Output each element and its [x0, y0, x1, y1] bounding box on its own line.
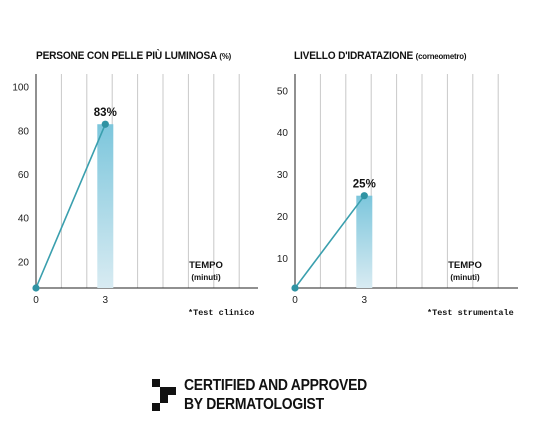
y-tick-label: 20 — [277, 212, 289, 223]
footnote-instrumental: *Test strumentale — [427, 308, 514, 318]
series-line — [35, 123, 107, 289]
chart-1: 10 20 30 40 50 0 3 25% TEMPO (minuti) — [277, 74, 518, 306]
y-tick-label: 40 — [18, 214, 30, 225]
x-tick-label: 0 — [292, 295, 298, 306]
value-label: 83% — [94, 107, 117, 119]
x-axis-title: TEMPO — [189, 260, 223, 271]
chart-title-text: LIVELLO D'IDRATAZIONE — [294, 50, 414, 62]
y-tick-label: 10 — [277, 254, 289, 265]
y-tick-label: 80 — [18, 126, 30, 137]
data-point — [291, 284, 299, 292]
chart-title-text: PERSONE CON PELLE PIÙ LUMINOSA — [36, 50, 217, 62]
value-label: 25% — [353, 179, 376, 191]
certification-text: CERTIFIED AND APPROVED BY DERMATOLOGIST — [184, 376, 367, 414]
certification-line-2: BY DERMATOLOGIST — [184, 396, 324, 413]
y-tick-label: 40 — [277, 128, 289, 139]
x-tick-label: 3 — [362, 295, 368, 306]
footnote-clinical: *Test clinico — [188, 308, 255, 318]
x-axis-title: TEMPO — [448, 260, 482, 271]
x-tick-label: 3 — [103, 295, 109, 306]
certification-line-1: CERTIFIED AND APPROVED — [184, 377, 367, 394]
chart-title-unit: (%) — [219, 51, 232, 61]
x-axis-subtitle: (minuti) — [191, 273, 221, 282]
highlight-bar — [356, 195, 373, 288]
chart-title: PERSONE CON PELLE PIÙ LUMINOSA (%) — [36, 50, 231, 62]
y-tick-label: 30 — [277, 170, 289, 181]
y-tick-label: 60 — [18, 170, 30, 181]
certification-icon — [152, 379, 176, 411]
y-tick-label: 100 — [12, 83, 29, 94]
chart-title-unit: (corneometro) — [415, 51, 467, 61]
chart-title: LIVELLO D'IDRATAZIONE (corneometro) — [294, 50, 466, 62]
chart-0: 20 40 60 80 100 0 3 83% TEMPO (minuti) — [12, 74, 258, 306]
x-axis-subtitle: (minuti) — [450, 273, 480, 282]
data-point — [101, 120, 109, 128]
x-tick-label: 0 — [33, 295, 39, 306]
data-point — [32, 284, 40, 292]
data-point — [360, 192, 368, 200]
y-tick-label: 50 — [277, 86, 289, 97]
highlight-bar — [97, 124, 114, 288]
y-tick-label: 20 — [18, 257, 30, 268]
series-line — [294, 195, 365, 289]
